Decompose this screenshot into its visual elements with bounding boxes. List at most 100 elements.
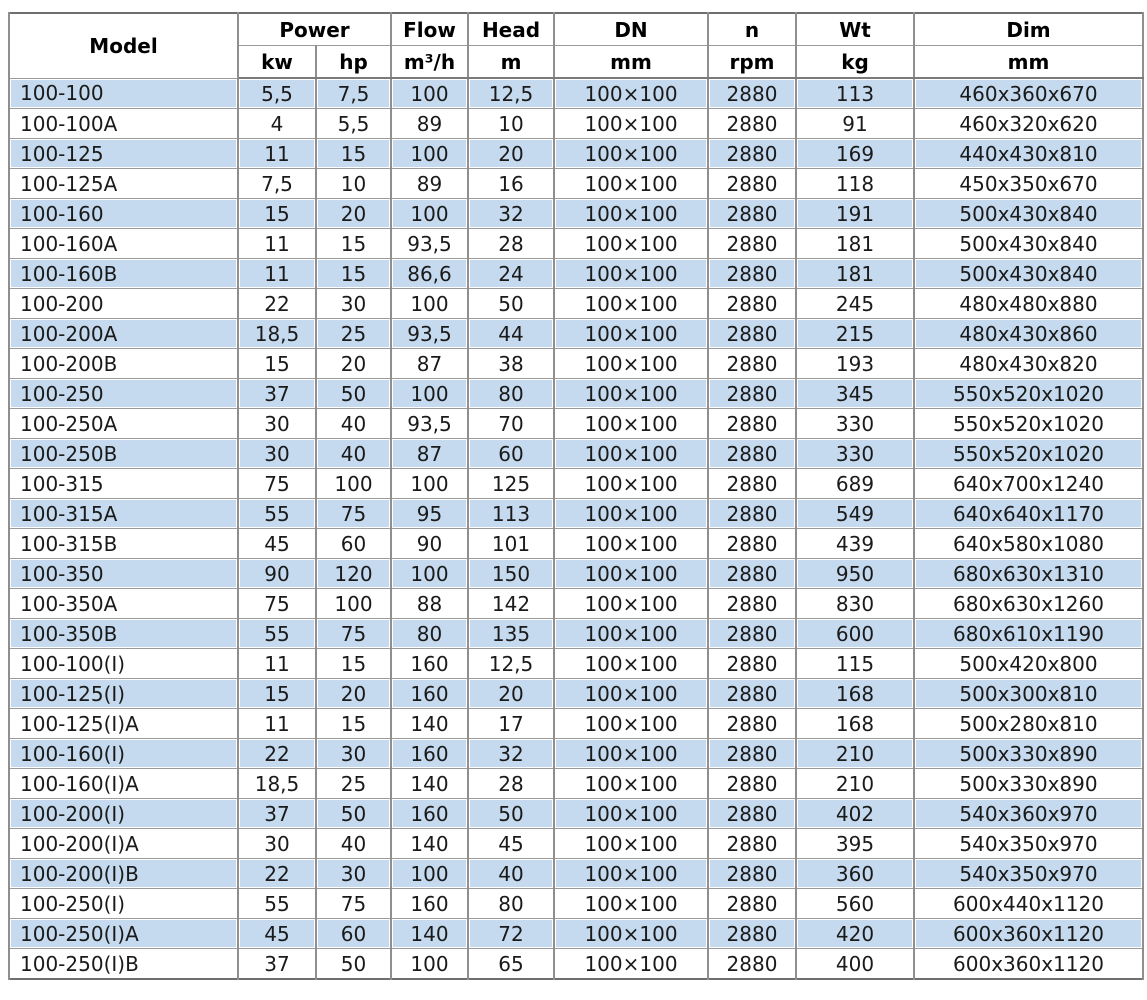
data-cell: 100 <box>390 948 469 980</box>
data-cell: 160 <box>390 738 469 769</box>
table-row: 100-315B 45 60 90 101 100×100 2880 439 640x580x1… <box>8 528 1144 559</box>
data-cell: 5,5 <box>237 77 317 109</box>
header-unit-hp: hp <box>315 45 392 79</box>
data-cell: 37 <box>237 798 317 829</box>
header-head: Head <box>467 12 555 46</box>
data-cell: 500x300x810 <box>913 678 1144 709</box>
data-cell: 30 <box>315 858 392 889</box>
data-cell: 90 <box>390 528 469 559</box>
data-cell: 75 <box>237 588 317 619</box>
table-row: 100-200(I) 37 50 160 50 100×100 2880 402 540x360… <box>8 798 1144 829</box>
table-row: 100-250B 30 40 87 60 100×100 2880 330 550x520x10… <box>8 438 1144 469</box>
data-cell: 75 <box>315 498 392 529</box>
table-row: 100-315A 55 75 95 113 100×100 2880 549 640x640x1… <box>8 498 1144 529</box>
data-cell: 100×100 <box>553 198 709 229</box>
data-cell: 40 <box>315 408 392 439</box>
data-cell: 28 <box>467 768 555 799</box>
data-cell: 50 <box>467 798 555 829</box>
data-cell: 500x280x810 <box>913 708 1144 739</box>
data-cell: 2880 <box>707 198 797 229</box>
data-cell: 28 <box>467 228 555 259</box>
data-cell: 20 <box>315 198 392 229</box>
data-cell: 11 <box>237 648 317 679</box>
data-cell: 18,5 <box>237 768 317 799</box>
data-cell: 30 <box>315 288 392 319</box>
data-cell: 25 <box>315 768 392 799</box>
data-cell: 10 <box>315 168 392 199</box>
data-cell: 680x610x1190 <box>913 618 1144 649</box>
data-cell: 540x350x970 <box>913 828 1144 859</box>
data-cell: 16 <box>467 168 555 199</box>
data-cell: 60 <box>467 438 555 469</box>
data-cell: 20 <box>315 348 392 379</box>
data-cell: 10 <box>467 108 555 139</box>
model-cell: 100-200(I) <box>8 798 239 829</box>
table-row: 100-160B 11 15 86,6 24 100×100 2880 181 500x430x… <box>8 258 1144 289</box>
data-cell: 100×100 <box>553 258 709 289</box>
data-cell: 20 <box>467 138 555 169</box>
data-cell: 2880 <box>707 288 797 319</box>
data-cell: 193 <box>795 348 915 379</box>
header-unit-rpm: rpm <box>707 45 797 79</box>
data-cell: 50 <box>315 948 392 980</box>
data-cell: 44 <box>467 318 555 349</box>
data-cell: 100×100 <box>553 378 709 409</box>
data-cell: 50 <box>467 288 555 319</box>
table-row: 100-100A 4 5,5 89 10 100×100 2880 91 460x320x620 <box>8 108 1144 139</box>
header-row-top: Model Power Flow Head DN n Wt Dim <box>8 12 1144 79</box>
data-cell: 113 <box>795 77 915 109</box>
data-cell: 640x700x1240 <box>913 468 1144 499</box>
table-row: 100-250(I)A 45 60 140 72 100×100 2880 420 600x36… <box>8 918 1144 949</box>
data-cell: 140 <box>390 768 469 799</box>
data-cell: 168 <box>795 708 915 739</box>
data-cell: 100×100 <box>553 768 709 799</box>
data-cell: 115 <box>795 648 915 679</box>
data-cell: 500x420x800 <box>913 648 1144 679</box>
data-cell: 30 <box>315 738 392 769</box>
data-cell: 360 <box>795 858 915 889</box>
table-row: 100-250A 30 40 93,5 70 100×100 2880 330 550x520x… <box>8 408 1144 439</box>
data-cell: 86,6 <box>390 258 469 289</box>
data-cell: 30 <box>237 438 317 469</box>
table-row: 100-160 15 20 100 32 100×100 2880 191 500x430x84… <box>8 198 1144 229</box>
model-cell: 100-250A <box>8 408 239 439</box>
table-row: 100-200(I)A 30 40 140 45 100×100 2880 395 540x35… <box>8 828 1144 859</box>
data-cell: 11 <box>237 258 317 289</box>
data-cell: 142 <box>467 588 555 619</box>
data-cell: 100 <box>390 378 469 409</box>
table-row: 100-125A 7,5 10 89 16 100×100 2880 118 450x350x6… <box>8 168 1144 199</box>
data-cell: 2880 <box>707 738 797 769</box>
data-cell: 100 <box>315 588 392 619</box>
data-cell: 22 <box>237 738 317 769</box>
data-cell: 72 <box>467 918 555 949</box>
data-cell: 540x350x970 <box>913 858 1144 889</box>
data-cell: 20 <box>467 678 555 709</box>
data-cell: 160 <box>390 798 469 829</box>
data-cell: 18,5 <box>237 318 317 349</box>
data-cell: 2880 <box>707 708 797 739</box>
data-cell: 500x430x840 <box>913 228 1144 259</box>
data-cell: 600x440x1120 <box>913 888 1144 919</box>
header-wt: Wt <box>795 12 915 46</box>
model-cell: 100-100A <box>8 108 239 139</box>
data-cell: 12,5 <box>467 648 555 679</box>
data-cell: 168 <box>795 678 915 709</box>
table-row: 100-100 5,5 7,5 100 12,5 100×100 2880 113 460x36… <box>8 77 1144 109</box>
data-cell: 160 <box>390 678 469 709</box>
data-cell: 75 <box>315 888 392 919</box>
data-cell: 100×100 <box>553 558 709 589</box>
data-cell: 500x430x840 <box>913 198 1144 229</box>
table-row: 100-160(I)A 18,5 25 140 28 100×100 2880 210 500x… <box>8 768 1144 799</box>
table-row: 100-200A 18,5 25 93,5 44 100×100 2880 215 480x43… <box>8 318 1144 349</box>
data-cell: 100 <box>390 558 469 589</box>
data-cell: 93,5 <box>390 228 469 259</box>
data-cell: 100×100 <box>553 738 709 769</box>
data-cell: 440x430x810 <box>913 138 1144 169</box>
data-cell: 100×100 <box>553 858 709 889</box>
table-row: 100-125(I) 15 20 160 20 100×100 2880 168 500x300… <box>8 678 1144 709</box>
data-cell: 100×100 <box>553 468 709 499</box>
data-cell: 600x360x1120 <box>913 948 1144 980</box>
data-cell: 600x360x1120 <box>913 918 1144 949</box>
data-cell: 100 <box>390 858 469 889</box>
